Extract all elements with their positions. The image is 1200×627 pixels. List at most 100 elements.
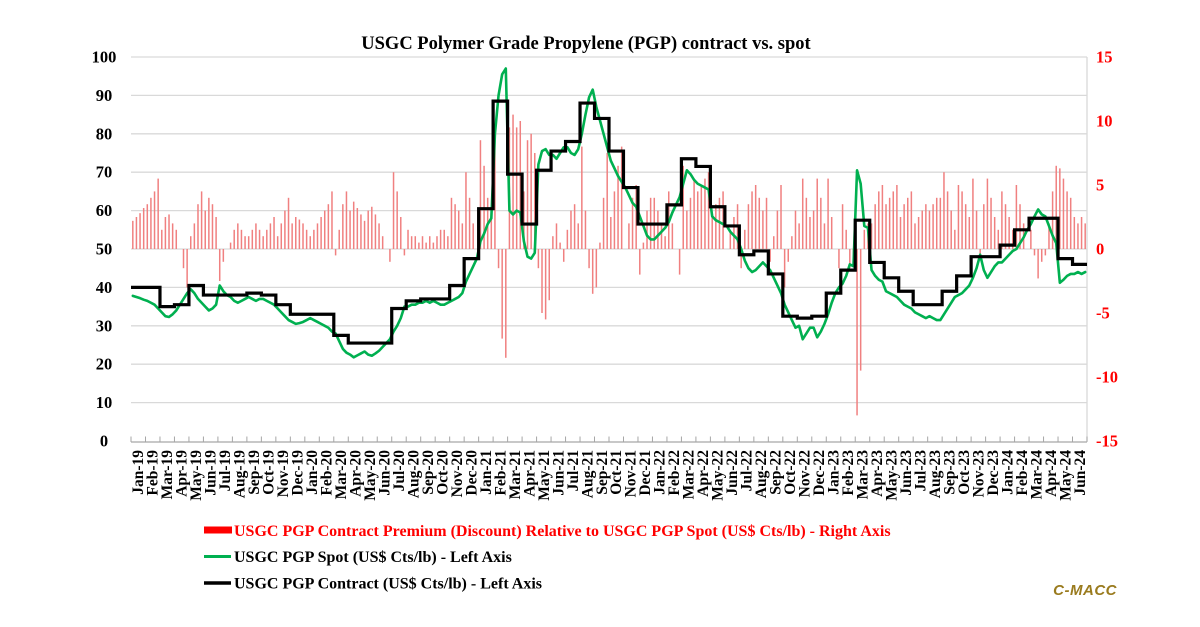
left-axis-tick-label: 0 [100, 432, 108, 451]
x-axis-month-label: Oct-20 [434, 450, 451, 495]
x-axis-month-label: Jan-20 [304, 450, 321, 495]
axes-and-ticks [130, 436, 1088, 443]
right-axis-tick-label: 5 [1096, 176, 1104, 195]
x-axis-month-label: Nov-21 [623, 450, 640, 497]
premium-bars [132, 114, 1086, 416]
x-axis-month-label: Jul-22 [739, 450, 756, 492]
x-axis-month-label: May-24 [1057, 450, 1074, 501]
x-axis-month-label: Feb-24 [1014, 450, 1031, 496]
right-axis-tick-label: -5 [1096, 304, 1110, 323]
x-axis-month-label: Mar-20 [333, 450, 350, 500]
x-axis-month-label: Jul-21 [565, 450, 582, 491]
x-axis-month-label: Jan-21 [478, 450, 495, 495]
x-axis-month-label: Jan-22 [652, 450, 669, 495]
x-axis-month-label: Mar-19 [159, 450, 176, 500]
x-axis-month-label: Mar-21 [507, 450, 524, 499]
x-axis-month-label: Dec-19 [290, 450, 307, 496]
legend-item-spot: USGC PGP Spot (US$ Cts/lb) - Left Axis [204, 549, 512, 566]
left-axis-tick-label: 100 [92, 48, 117, 67]
x-axis-month-label: May-22 [710, 450, 727, 501]
left-axis-tick-label: 80 [96, 124, 113, 143]
x-axis-month-label: Nov-23 [970, 450, 987, 498]
right-axis-tick-label: -15 [1096, 432, 1118, 451]
x-axis-month-label: Jun-19 [203, 450, 220, 496]
legend-label-contract: USGC PGP Contract (US$ Cts/lb) - Left Ax… [234, 576, 542, 593]
x-axis-month-label: Apr-21 [521, 450, 538, 497]
premium-bar-swatch [204, 526, 232, 534]
x-axis-month-label: Oct-23 [956, 450, 973, 495]
x-axis-month-label: Mar-22 [681, 450, 698, 500]
x-axis-month-label: Jul-20 [391, 450, 408, 492]
x-axis-month-label: Jan-23 [826, 450, 843, 495]
x-axis-month-label: Aug-21 [579, 450, 596, 498]
x-axis-month-label: Apr-24 [1043, 450, 1060, 497]
x-axis-month-label: Mar-23 [854, 450, 871, 500]
x-axis-month-label: Feb-22 [666, 450, 683, 496]
watermark-cmacc: C-MACC [1053, 582, 1117, 599]
x-axis-month-label: Jan-19 [130, 450, 147, 495]
x-axis-month-label: Sep-20 [420, 450, 437, 495]
right-axis-tick-label: 0 [1096, 240, 1104, 259]
legend-item-contract: USGC PGP Contract (US$ Cts/lb) - Left Ax… [204, 576, 542, 593]
x-axis-month-label: Nov-20 [449, 450, 466, 498]
x-axis-month-label: Sep-22 [768, 450, 785, 495]
x-axis-month-label: Aug-22 [753, 450, 770, 498]
x-axis-month-label: Oct-21 [608, 450, 625, 495]
x-axis-month-label: Oct-19 [261, 450, 278, 495]
left-axis-labels: 0 10 20 30 40 50 60 70 80 90 100 [92, 48, 117, 451]
x-axis-month-label: Dec-22 [811, 450, 828, 496]
left-axis-tick-label: 90 [96, 86, 113, 105]
x-axis-month-label: Dec-20 [463, 450, 480, 496]
x-axis-month-label: Feb-20 [319, 450, 336, 496]
x-axis-month-label: Dec-21 [637, 450, 654, 496]
x-axis-month-label: Nov-19 [275, 450, 292, 498]
left-axis-tick-label: 20 [96, 355, 113, 374]
spot-line [131, 67, 1087, 359]
x-axis-month-label: Jun-21 [550, 450, 567, 496]
gridlines [131, 56, 1088, 441]
contract-line [131, 99, 1087, 345]
left-axis-tick-label: 30 [96, 316, 113, 335]
legend-label-spot: USGC PGP Spot (US$ Cts/lb) - Left Axis [234, 549, 512, 566]
x-axis-month-label: Apr-22 [695, 450, 712, 497]
x-axis-month-label: May-21 [536, 450, 553, 501]
x-axis-month-label: Jul-23 [912, 450, 929, 492]
x-axis-month-label: Apr-19 [174, 450, 191, 497]
legend-item-premium: USGC PGP Contract Premium (Discount) Rel… [204, 523, 891, 540]
x-axis-month-label: Apr-23 [869, 450, 886, 497]
x-axis-month-label: Aug-23 [927, 450, 944, 498]
x-axis-month-label: Sep-21 [594, 450, 611, 495]
x-axis-month-label: Jul-19 [217, 450, 234, 492]
x-axis-month-label: Sep-23 [941, 450, 958, 495]
left-axis-tick-label: 10 [96, 393, 113, 412]
legend: USGC PGP Contract Premium (Discount) Rel… [204, 523, 891, 593]
x-axis-month-label: May-20 [362, 450, 379, 501]
x-axis-month-label: Jun-22 [724, 450, 741, 496]
x-axis-month-label: Feb-19 [145, 450, 162, 496]
x-axis-month-label: Aug-19 [232, 450, 249, 498]
x-axis-month-label: May-23 [883, 450, 900, 501]
x-axis-month-label: Jan-24 [999, 450, 1016, 495]
x-axis-month-label: Sep-19 [246, 450, 263, 495]
x-axis-month-label: Jun-24 [1072, 450, 1089, 496]
x-axis-month-label: May-19 [188, 450, 205, 501]
left-axis-tick-label: 40 [96, 278, 113, 297]
x-axis-month-labels: Jan-19Feb-19Mar-19Apr-19May-19Jun-19Jul-… [130, 450, 1089, 501]
x-axis-month-label: Aug-20 [405, 450, 422, 498]
x-axis-month-label: Jun-23 [898, 450, 915, 496]
right-axis-labels: -15 -10 -5 0 5 10 15 [1096, 48, 1118, 451]
x-axis-month-label: Feb-21 [492, 450, 509, 496]
x-axis-month-label: Feb-23 [840, 450, 857, 496]
x-axis-month-label: Dec-23 [985, 450, 1002, 496]
right-axis-tick-label: 15 [1096, 48, 1113, 67]
right-axis-tick-label: -10 [1096, 368, 1118, 387]
x-axis-month-label: Nov-22 [797, 450, 814, 498]
right-axis-tick-label: 10 [1096, 112, 1113, 131]
x-axis-month-label: Mar-24 [1028, 450, 1045, 500]
x-axis-month-label: Apr-20 [348, 450, 365, 497]
left-axis-tick-label: 60 [96, 201, 113, 220]
left-axis-tick-label: 50 [96, 240, 113, 259]
x-axis-month-label: Jun-20 [376, 450, 393, 496]
